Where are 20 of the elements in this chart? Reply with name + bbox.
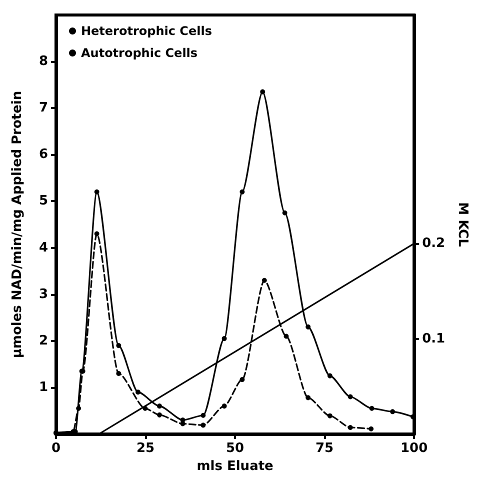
- x-tick-label: 75: [316, 441, 334, 456]
- x-axis-title: mls Eluate: [196, 459, 274, 474]
- y-tick-label: 6: [38, 147, 48, 162]
- y-axis-title: μmoles NAD/min/mg Applied Protein: [10, 90, 25, 358]
- y-tick-label: 1: [38, 380, 48, 395]
- legend-label: Heterotrophic Cells: [81, 24, 212, 38]
- y-tick-label: 5: [38, 194, 48, 209]
- y-tick-label: 3: [38, 286, 48, 302]
- x-tick-label: 50: [226, 441, 244, 456]
- y-tick-label: 2: [38, 333, 48, 348]
- legend-label: Autotrophic Cells: [81, 46, 198, 60]
- x-tick-label: 100: [400, 441, 428, 456]
- x-tick-label: 25: [136, 441, 155, 456]
- y-tick-label: 8: [38, 54, 48, 70]
- y2-axis-title: M KCL: [455, 202, 470, 247]
- y2-tick-label: 0.2: [422, 236, 446, 252]
- x-tick-label: 0: [51, 441, 61, 456]
- y-tick-label: 7: [38, 100, 48, 116]
- y-tick-label: 4: [38, 240, 48, 256]
- y2-tick-label: 0.1: [422, 331, 446, 346]
